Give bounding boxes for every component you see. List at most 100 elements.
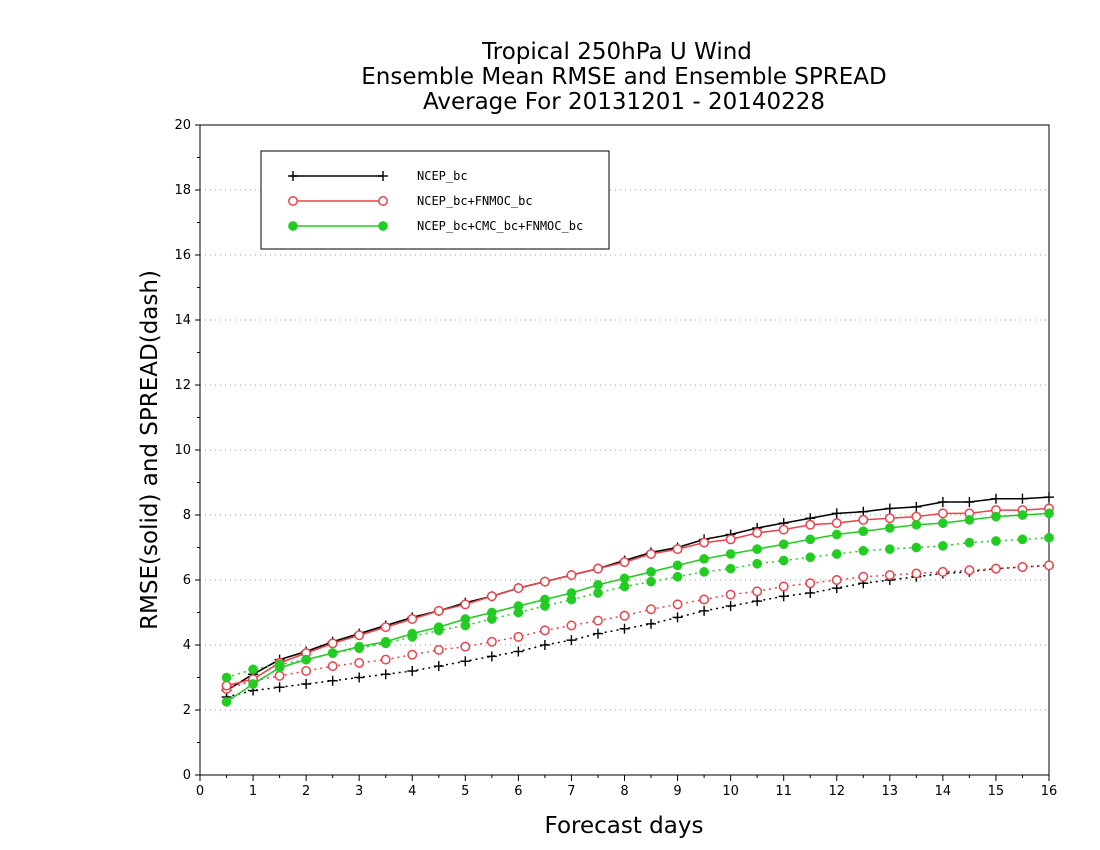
y-tick-label: 18	[174, 183, 191, 198]
spread-point	[699, 567, 709, 577]
rmse-point	[619, 573, 630, 584]
spread-point	[646, 618, 657, 629]
rmse-point	[646, 549, 656, 559]
rmse-point	[672, 544, 683, 555]
x-tick-label: 2	[302, 784, 310, 799]
spread-point	[354, 672, 365, 683]
rmse-point	[884, 513, 895, 524]
y-tick-label: 20	[174, 118, 191, 133]
rmse-point	[593, 563, 603, 574]
spread-point	[911, 568, 922, 579]
spread-point	[592, 628, 603, 639]
spread-point	[274, 670, 285, 681]
x-tick-label: 1	[249, 784, 257, 799]
rmse-point	[831, 518, 842, 529]
spread-point	[699, 594, 710, 605]
spread-line-2	[226, 537, 1050, 679]
spread-point	[327, 661, 338, 672]
spread-point	[566, 620, 577, 631]
spread-point	[725, 601, 736, 611]
rmse-point	[566, 570, 577, 581]
spread-point	[327, 675, 338, 686]
rmse-point	[1017, 510, 1028, 520]
rmse-point	[274, 662, 285, 673]
legend-marker-start	[288, 171, 298, 181]
rmse-point	[699, 537, 710, 548]
spread-point	[884, 570, 895, 581]
chart-title-line-2: Ensemble Mean RMSE and Ensemble SPREAD	[361, 64, 886, 90]
rmse-point	[911, 501, 922, 512]
legend-item-2: NCEP_bc+CMC_bc+FNMOC_bc	[288, 219, 583, 233]
data-series	[221, 492, 1054, 707]
rmse-point	[831, 529, 842, 540]
rmse-point	[964, 515, 975, 525]
legend-item-0: NCEP_bc	[288, 169, 468, 183]
spread-point	[433, 644, 444, 655]
rmse-point	[990, 493, 1001, 504]
rmse-point	[433, 605, 444, 616]
rmse-point	[752, 544, 763, 554]
rmse-point	[725, 534, 736, 545]
spread-point	[539, 640, 550, 650]
spread-point	[725, 563, 736, 574]
legend-label: NCEP_bc+CMC_bc+FNMOC_bc	[417, 219, 583, 233]
spread-point	[380, 669, 391, 680]
legend-marker-start	[288, 196, 298, 206]
spread-point	[752, 586, 763, 597]
rmse-point	[858, 526, 869, 537]
x-tick-label: 4	[408, 784, 416, 799]
spread-point	[221, 672, 232, 683]
x-tick-label: 3	[355, 784, 363, 799]
spread-point	[805, 552, 816, 563]
spread-point	[301, 679, 312, 689]
x-tick-label: 6	[514, 784, 522, 799]
chart-title: Tropical 250hPa U Wind Ensemble Mean RMS…	[361, 39, 886, 115]
rmse-point	[327, 648, 338, 658]
spread-line-0	[226, 564, 1050, 698]
x-tick-label: 15	[988, 784, 1005, 799]
rmse-point	[725, 549, 736, 559]
spread-point	[805, 578, 816, 589]
rmse-point	[354, 630, 365, 641]
spread-point	[858, 571, 869, 582]
rmse-point	[752, 527, 763, 538]
rmse-point	[619, 557, 630, 568]
x-tick-label: 12	[828, 784, 845, 799]
y-tick-label: 8	[183, 508, 191, 523]
spread-point	[990, 563, 1001, 574]
x-tick-label: 16	[1041, 784, 1058, 799]
legend-label: NCEP_bc	[417, 169, 468, 183]
rmse-point	[380, 622, 391, 633]
rmse-point	[858, 514, 869, 525]
spread-point	[619, 623, 630, 634]
rmse-point	[513, 583, 524, 594]
spread-point	[1044, 560, 1054, 571]
spread-point	[619, 610, 630, 621]
rmse-point	[327, 638, 338, 649]
spread-point	[407, 649, 418, 660]
legend-label: NCEP_bc+FNMOC_bc	[417, 194, 533, 208]
rmse-point	[937, 497, 948, 507]
rmse-point	[540, 594, 550, 605]
y-tick-label: 16	[174, 248, 191, 263]
rmse-point	[433, 622, 444, 632]
y-tick-label: 6	[183, 573, 191, 588]
spread-point	[778, 555, 789, 566]
rmse-point	[221, 680, 232, 691]
chart-title-line-3: Average For 20131201 - 20140228	[423, 89, 825, 115]
rmse-point	[911, 519, 922, 530]
spread-point	[858, 545, 869, 556]
rmse-point	[805, 534, 816, 545]
y-tick-labels: 0 2 4 6 8 10 12 14 16 18 20	[174, 118, 191, 783]
rmse-point	[539, 576, 550, 587]
rmse-point	[513, 601, 524, 611]
rmse-point	[778, 524, 789, 535]
rmse-point	[460, 599, 471, 610]
rmse-point	[831, 508, 842, 519]
x-tick-label: 0	[196, 784, 204, 799]
spread-point	[566, 635, 577, 646]
spread-point	[248, 664, 258, 675]
rmse-point	[911, 511, 922, 522]
y-tick-label: 12	[174, 378, 191, 393]
